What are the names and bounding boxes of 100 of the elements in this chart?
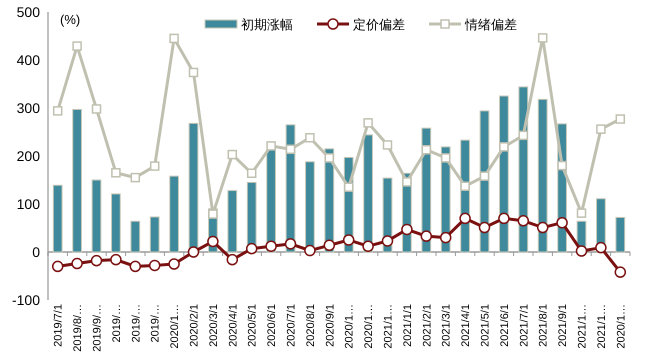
point — [518, 130, 528, 140]
x-tick-label: 2019/… — [150, 304, 162, 343]
point — [440, 153, 450, 163]
x-tick-label: 2020/6/1 — [266, 304, 278, 347]
point — [208, 209, 218, 219]
point — [92, 104, 102, 114]
point — [246, 168, 256, 178]
point — [518, 215, 530, 227]
x-tick-label: 2020/3/1 — [208, 304, 220, 347]
point — [228, 150, 238, 160]
point — [168, 258, 180, 270]
x-tick-label: 2019/8/… — [72, 304, 84, 352]
point — [402, 177, 412, 187]
point — [188, 68, 198, 78]
point — [538, 33, 548, 43]
point — [576, 208, 586, 218]
x-tick-label: 2019/… — [110, 304, 123, 343]
point — [596, 124, 606, 134]
point — [110, 254, 122, 266]
x-tick-label: 2021/9/1 — [557, 304, 570, 347]
point — [499, 142, 509, 152]
y-tick-label: 200 — [16, 148, 40, 164]
point — [478, 222, 490, 234]
legend-label: 情绪偏差 — [464, 17, 517, 32]
x-tick-label: 2020/1… — [363, 304, 376, 349]
point — [614, 266, 626, 278]
x-tick-label: 2020/9/1 — [324, 304, 336, 347]
point — [324, 153, 334, 163]
bar — [615, 216, 626, 252]
x-tick-label: 2021/7/1 — [518, 304, 530, 347]
y-tick-label: -100 — [12, 292, 40, 308]
point — [246, 242, 258, 254]
x-tick-label: 2021/1… — [596, 304, 608, 349]
point — [459, 212, 471, 224]
point — [226, 254, 238, 266]
point — [266, 141, 276, 151]
x-tick-label: 2020/5/1 — [246, 304, 259, 347]
point — [150, 161, 160, 171]
x-tick-label: 2021/1… — [382, 304, 394, 349]
point — [595, 242, 607, 254]
bar — [92, 180, 102, 252]
x-tick-label: 2019/9/… — [92, 304, 104, 352]
point — [188, 246, 200, 258]
x-tick-label: 2020/4/1 — [227, 304, 240, 347]
bar — [111, 193, 121, 252]
point — [422, 145, 432, 155]
bar — [169, 176, 179, 252]
y-tick-label: 300 — [16, 100, 40, 116]
bar — [72, 108, 82, 252]
legend-label: 初期涨幅 — [241, 17, 293, 32]
x-tick-label: 2020/1… — [169, 304, 182, 349]
point — [71, 258, 83, 270]
bar — [227, 190, 238, 252]
bar — [538, 98, 548, 252]
point — [401, 224, 413, 236]
point — [148, 260, 160, 272]
y-tick-label: 400 — [16, 52, 40, 68]
y-tick-label: 0 — [32, 244, 40, 260]
point — [557, 160, 567, 170]
point — [207, 236, 219, 248]
point — [52, 106, 62, 116]
point — [52, 260, 64, 272]
point — [480, 171, 490, 181]
point — [72, 41, 82, 51]
point — [130, 172, 140, 182]
point — [344, 182, 354, 192]
x-tick-label: 2020/1… — [344, 304, 356, 349]
x-tick-label: 2020/2/1 — [188, 304, 200, 347]
point — [169, 34, 179, 44]
x-tick-label: 2019/7/1 — [52, 304, 65, 347]
x-tick-label: 2020/8/1 — [304, 304, 317, 347]
point — [130, 260, 142, 272]
y-axis-title: (%) — [60, 12, 80, 27]
point — [90, 254, 102, 266]
x-tick-label: 2021/4/1 — [460, 304, 472, 347]
x-tick-label: 2020/1… — [615, 304, 628, 349]
bar — [52, 184, 63, 252]
y-tick-label: 500 — [16, 4, 40, 20]
point — [284, 238, 296, 250]
x-tick-label: 2021/6/1 — [498, 304, 511, 347]
point — [382, 140, 392, 150]
x-tick-label: 2021/8/1 — [538, 304, 550, 347]
point — [460, 181, 470, 191]
point — [362, 240, 374, 252]
point — [382, 235, 394, 247]
bar — [150, 216, 160, 252]
point — [305, 133, 315, 143]
x-tick-label: 2021/1/1 — [402, 304, 414, 347]
legend-label: 定价偏差 — [353, 17, 405, 32]
point — [286, 144, 296, 154]
bar — [363, 134, 373, 252]
y-tick-label: 100 — [16, 196, 40, 212]
x-tick-label: 2019/… — [130, 304, 142, 343]
x-tick-label: 2020/7/1 — [286, 304, 298, 347]
point — [324, 240, 336, 252]
x-tick-label: 2021/2/1 — [421, 304, 434, 347]
point — [576, 245, 588, 257]
point — [420, 230, 432, 242]
point — [111, 168, 121, 178]
point — [363, 118, 373, 128]
